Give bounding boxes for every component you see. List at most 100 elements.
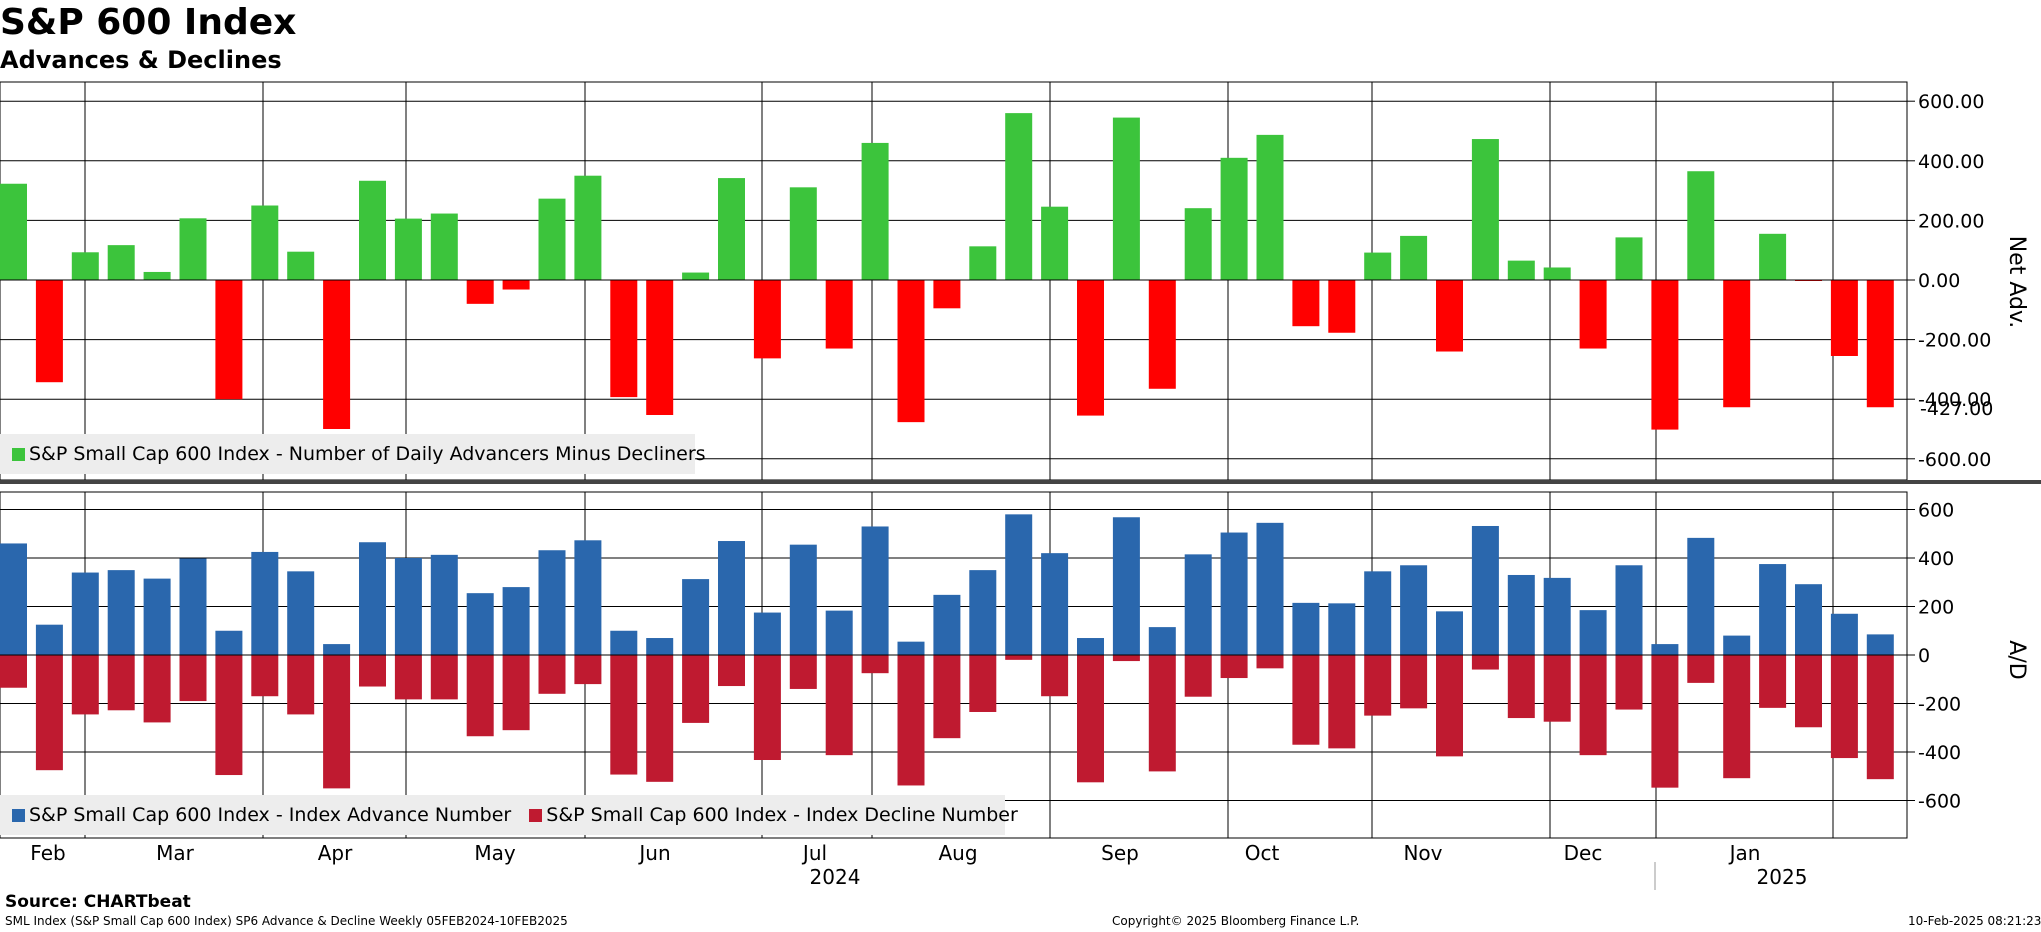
last-value-net: -427.00 (1920, 398, 1994, 420)
advance-bar (1328, 603, 1356, 655)
net-bar (1615, 237, 1643, 280)
last-value-tag-advance: 85 (1908, 622, 2012, 648)
decline-bar (179, 655, 207, 702)
advance-bar (1543, 577, 1571, 655)
decline-bar (394, 655, 422, 700)
x-tick-label: Jun (637, 841, 670, 865)
net-bar (718, 178, 745, 280)
net-bar (1041, 206, 1069, 280)
decline-bar (789, 655, 817, 689)
advance-bar (718, 541, 745, 655)
decline-bar (1292, 655, 1320, 745)
net-bar (1328, 280, 1356, 333)
chart-title: S&P 600 Index (0, 2, 297, 43)
decline-bar (1328, 655, 1356, 749)
decline-bar (1256, 655, 1284, 669)
advance-bar (753, 612, 781, 655)
y-tick-label-ad: -400 (1918, 742, 1961, 764)
decline-bar (753, 655, 781, 761)
net-bar (179, 218, 207, 280)
decline-bar (1507, 655, 1535, 719)
decline-bar (1436, 655, 1463, 757)
net-bar (1112, 117, 1140, 280)
decline-bar (682, 655, 710, 723)
decline-bar (359, 655, 386, 687)
net-bar (682, 272, 710, 280)
advance-bar (1687, 537, 1715, 655)
advance-bar (1830, 613, 1858, 655)
advance-bar (143, 578, 171, 655)
last-value-advance: 85 (1920, 624, 1945, 646)
decline-bar (430, 655, 458, 700)
decline-bar (1471, 655, 1499, 670)
legend-advance-decline: S&P Small Cap 600 Index - Index Advance … (0, 795, 1018, 835)
decline-bar (1830, 655, 1858, 759)
decline-bar (251, 655, 279, 697)
decline-bar (215, 655, 243, 776)
footer-description: SML Index (S&P Small Cap 600 Index) SP6 … (5, 914, 568, 928)
advance-bar (682, 579, 710, 655)
net-bar (323, 280, 351, 429)
advance-bar (1615, 565, 1643, 655)
advance-bar (1795, 584, 1822, 655)
advance-bar (1184, 554, 1212, 655)
decline-bar (323, 655, 351, 789)
decline-bar (0, 655, 27, 688)
y-tick-label-net: 600.00 (1918, 91, 1984, 113)
net-bar (215, 280, 243, 400)
net-bar (502, 280, 530, 290)
decline-bar (1759, 655, 1787, 708)
legend-net-advances: S&P Small Cap 600 Index - Number of Dail… (0, 434, 706, 474)
net-bar (538, 198, 566, 280)
advance-bar (35, 624, 63, 655)
advance-bar (1256, 522, 1284, 655)
legend-swatch-advance (12, 809, 25, 822)
advance-bar (1400, 565, 1428, 655)
net-bar (574, 175, 602, 280)
advance-bar (1041, 553, 1069, 655)
advance-bar (1759, 564, 1787, 655)
net-bar (1830, 280, 1858, 356)
advance-bar (1112, 517, 1140, 655)
decline-bar (1220, 655, 1248, 679)
advance-bar (287, 571, 315, 655)
advance-bar (394, 558, 422, 655)
decline-bar (1148, 655, 1176, 772)
decline-bar (71, 655, 99, 715)
net-bar (861, 142, 889, 280)
legend-label-net: S&P Small Cap 600 Index - Number of Dail… (29, 443, 706, 465)
decline-bar (466, 655, 494, 737)
net-bar (1220, 157, 1248, 280)
y-tick-label-ad: -600 (1918, 791, 1961, 813)
net-bar (969, 246, 997, 280)
advance-bar (574, 540, 602, 655)
source-note: Source: CHARTbeat (5, 892, 191, 912)
net-bar (610, 280, 638, 398)
last-value-decline: -512 (1920, 770, 1964, 792)
decline-bar (1723, 655, 1751, 779)
net-bar (1436, 280, 1463, 352)
net-bar (359, 180, 386, 280)
advance-bar (107, 570, 135, 655)
net-bar (1005, 113, 1033, 281)
net-bar (1651, 280, 1679, 430)
advance-bar (789, 544, 817, 655)
net-bar (0, 183, 27, 280)
advance-bar (538, 550, 566, 655)
advance-bar (502, 587, 530, 655)
net-bar (1687, 171, 1715, 280)
y-tick-label-net: 200.00 (1918, 210, 1984, 232)
advance-bar (179, 558, 207, 655)
net-bar (1579, 280, 1607, 349)
net-bar (1256, 134, 1284, 280)
advance-decline-bars (0, 514, 1907, 789)
decline-bar (107, 655, 135, 711)
advance-bar (215, 630, 243, 655)
net-bar (1400, 235, 1428, 280)
x-tick-label: Mar (156, 841, 195, 865)
decline-bar (1651, 655, 1679, 788)
advance-bar (969, 570, 997, 655)
x-year-label: 2025 (1757, 865, 1808, 889)
advance-bar (0, 543, 27, 655)
net-bar (1184, 208, 1212, 280)
